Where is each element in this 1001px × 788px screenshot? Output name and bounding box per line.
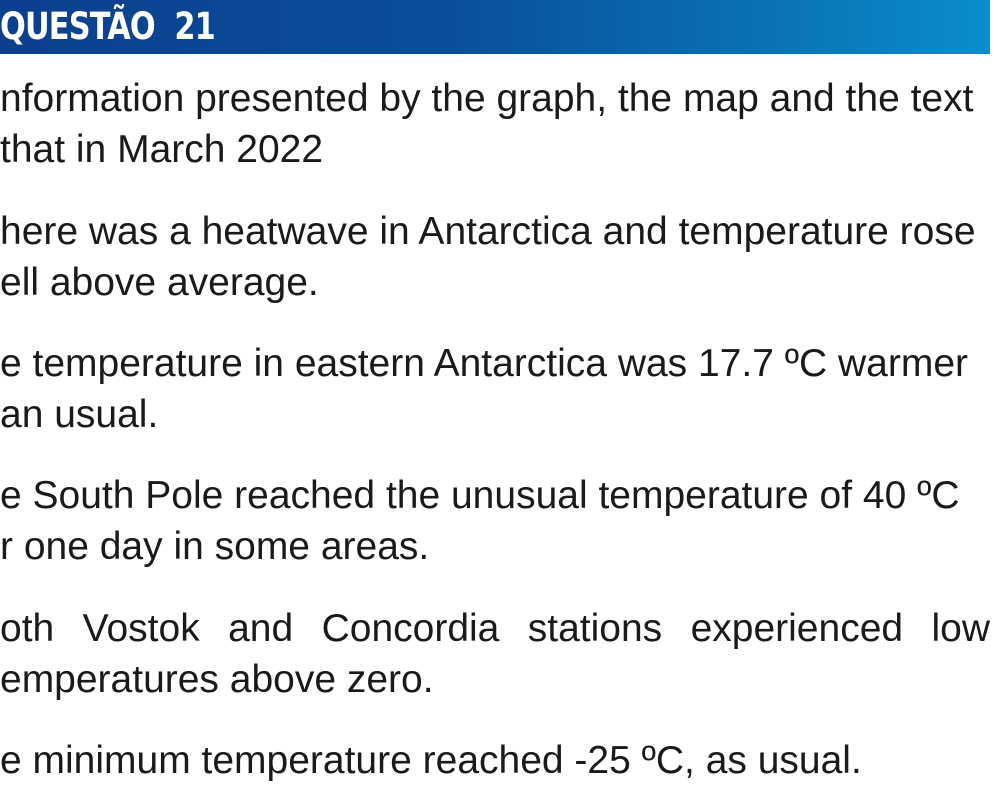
option-2-line-1[interactable]: e temperature in eastern Antarctica was … (0, 342, 969, 385)
question-stem-line-2: that in March 2022 (0, 128, 324, 171)
option-3-line-1[interactable]: e South Pole reached the unusual tempera… (0, 474, 960, 517)
option-5-line-1[interactable]: e minimum temperature reached -25 ºC, as… (0, 739, 862, 782)
question-header-banner: QUESTÃO 21 (0, 0, 990, 54)
option-4-line-1[interactable]: oth Vostok and Concordia stations experi… (0, 607, 990, 650)
option-2-line-2[interactable]: an usual. (0, 393, 159, 436)
question-stem-line-1: nformation presented by the graph, the m… (0, 77, 974, 120)
option-3-line-2[interactable]: r one day in some areas. (0, 525, 430, 568)
option-1-line-1[interactable]: here was a heatwave in Antarctica and te… (0, 210, 976, 253)
option-1-line-2[interactable]: ell above average. (0, 261, 319, 304)
question-number-title: QUESTÃO 21 (0, 5, 216, 48)
option-4-line-2[interactable]: emperatures above zero. (0, 658, 434, 701)
